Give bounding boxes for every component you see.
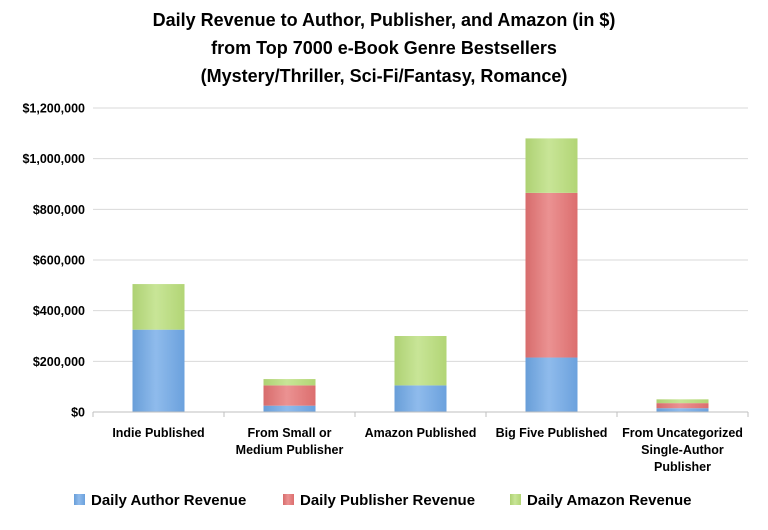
bar-daily-author-revenue-indie-published bbox=[132, 329, 185, 412]
legend-label: Daily Publisher Revenue bbox=[300, 492, 475, 509]
bar-daily-author-revenue-from-uncategorized-single-author-publisher bbox=[656, 408, 709, 412]
y-tick-label: $600,000 bbox=[33, 254, 85, 268]
x-axis bbox=[92, 411, 749, 417]
x-category-label: Amazon Published bbox=[365, 426, 477, 440]
y-tick-label: $400,000 bbox=[33, 304, 85, 318]
bar-daily-amazon-revenue-from-uncategorized-single-author-publisher bbox=[656, 399, 709, 404]
y-tick-label: $1,200,000 bbox=[22, 102, 85, 116]
legend-label: Daily Amazon Revenue bbox=[527, 492, 692, 509]
legend-swatch bbox=[74, 494, 85, 505]
legend-swatch bbox=[510, 494, 521, 505]
x-category-label: Big Five Published bbox=[496, 426, 608, 440]
bar-daily-amazon-revenue-amazon-published bbox=[394, 336, 447, 386]
legend-label: Daily Author Revenue bbox=[91, 492, 246, 509]
y-tick-label: $800,000 bbox=[33, 203, 85, 217]
bar-daily-author-revenue-from-small-or-medium-publisher bbox=[263, 405, 316, 412]
y-tick-label: $200,000 bbox=[33, 355, 85, 369]
y-tick-label: $0 bbox=[71, 406, 85, 420]
bar-daily-publisher-revenue-from-uncategorized-single-author-publisher bbox=[656, 403, 709, 409]
x-category-label: From Uncategorized Single-Author Publisher bbox=[622, 426, 743, 474]
bar-daily-publisher-revenue-from-small-or-medium-publisher bbox=[263, 385, 316, 406]
x-axis-category-labels: Indie Published From Small or Medium Publi… bbox=[112, 426, 743, 474]
bar-daily-author-revenue-amazon-published bbox=[394, 385, 447, 412]
legend: Daily Author Revenue Daily Publisher Reve… bbox=[74, 492, 692, 509]
bar-daily-publisher-revenue-big-five-published bbox=[525, 192, 578, 358]
chart-title-line-3: (Mystery/Thriller, Sci-Fi/Fantasy, Roman… bbox=[201, 66, 568, 86]
bar-daily-amazon-revenue-indie-published bbox=[132, 284, 185, 330]
x-category-label: Indie Published bbox=[112, 426, 204, 440]
legend-swatch bbox=[283, 494, 294, 505]
legend-item-daily-publisher-revenue: Daily Publisher Revenue bbox=[283, 492, 475, 509]
chart-title: Daily Revenue to Author, Publisher, and … bbox=[153, 10, 616, 86]
y-gridlines bbox=[93, 107, 748, 362]
chart-title-line-2: from Top 7000 e-Book Genre Bestsellers bbox=[211, 38, 557, 58]
bars bbox=[132, 138, 709, 412]
legend-item-daily-amazon-revenue: Daily Amazon Revenue bbox=[510, 492, 692, 509]
bar-daily-author-revenue-big-five-published bbox=[525, 357, 578, 412]
bar-daily-amazon-revenue-big-five-published bbox=[525, 138, 578, 193]
y-tick-label: $1,000,000 bbox=[22, 152, 85, 166]
y-axis-tick-labels: $0 $200,000 $400,000 $600,000 $800,000 $1,000… bbox=[22, 102, 85, 420]
legend-item-daily-author-revenue: Daily Author Revenue bbox=[74, 492, 246, 509]
x-category-label: From Small or Medium Publisher bbox=[236, 426, 344, 457]
bar-daily-amazon-revenue-from-small-or-medium-publisher bbox=[263, 379, 316, 386]
chart-title-line-1: Daily Revenue to Author, Publisher, and … bbox=[153, 10, 616, 30]
